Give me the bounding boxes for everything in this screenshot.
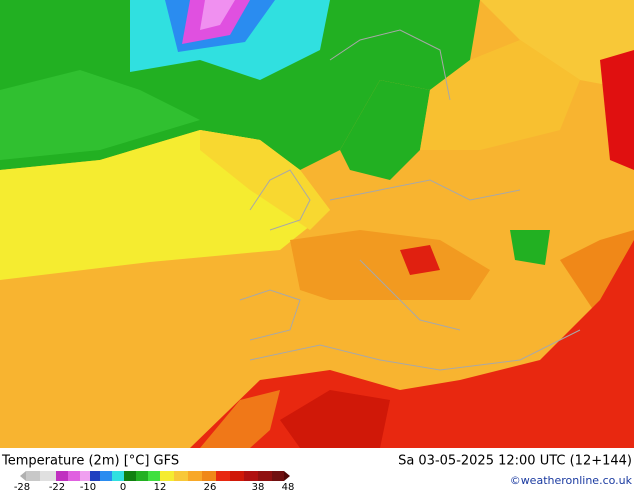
colorbar-tick-label: -28 (14, 482, 30, 490)
credit: ©weatheronline.co.uk (510, 474, 633, 487)
colorbar-tick-label: 26 (204, 482, 217, 490)
map-datetime: Sa 03-05-2025 12:00 UTC (12+144) (398, 454, 632, 469)
temperature-map (0, 0, 634, 448)
colorbar-tick-label: 48 (282, 482, 295, 490)
colorbar-tick-label: 0 (120, 482, 126, 490)
colorbar-ticks: -28 -22 -10 0 12 26 38 48 (14, 482, 295, 490)
colorbar (20, 471, 290, 481)
colorbar-tick-label: 12 (154, 482, 167, 490)
colorbar-tick-label: 38 (252, 482, 265, 490)
colorbar-tick-label: -10 (80, 482, 96, 490)
colorbar-tick-label: -22 (49, 482, 65, 490)
map-title: Temperature (2m) [°C] GFS (1, 454, 179, 469)
